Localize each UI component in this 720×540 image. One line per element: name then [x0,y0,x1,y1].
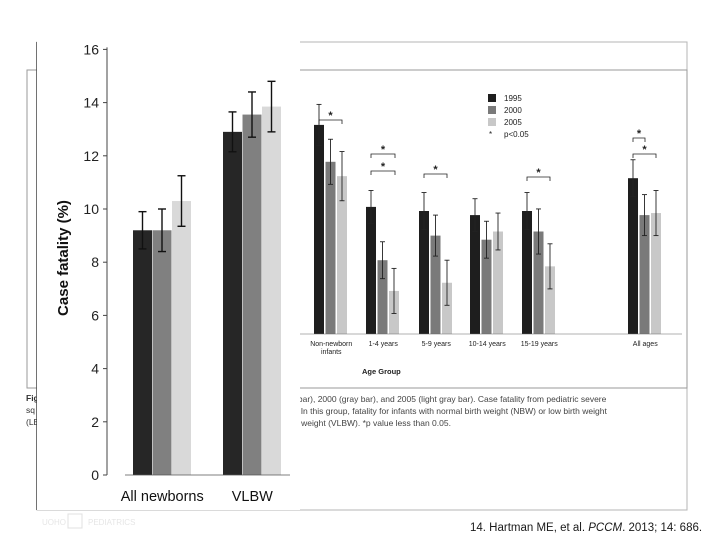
sig-bracket-all-ages-b [632,153,657,158]
y-tick-label-2: 2 [91,414,99,430]
bg-x-tick-label-5-9-years-0: 5-9 years [422,341,452,348]
y-tick-label-10: 10 [83,201,99,217]
sig-star-1-4-a: * [381,144,386,156]
bg-bar-10-14-years-2005 [493,231,503,334]
bg-bar-non-newborn-infants-1995 [314,124,324,335]
y-tick-label-0: 0 [91,467,99,483]
bar-vlbw-2005 [262,106,281,475]
background-legend: 1995 2000 2005 * p<0.05 [488,94,529,139]
caption-fragment-1: Fig [26,393,39,403]
bg-bar-1-4-years-1995 [366,206,376,334]
legend-swatch-1995 [488,94,496,102]
caption-line-2: ns. In this group, fatality for infants … [287,406,607,416]
citation: 14. Hartman ME, et al. PCCM. 2013; 14: 6… [470,522,702,534]
sig-bracket-1-4-a [370,153,396,158]
y-tick-label-4: 4 [91,361,99,377]
bg-bar-all-ages-1995 [628,178,638,334]
sig-star-15-19: * [536,167,541,179]
sig-star-5-9: * [433,164,438,176]
main-bar-chart: 0 2 4 6 8 10 12 14 16 Case fatality (%) All newbor… [55,41,290,505]
caption-line-3: irth weight (VLBW). *p value less than 0… [287,418,451,428]
bg-bar-non-newborn-infants-2005 [337,176,347,334]
bg-x-tick-label-1-4-years-0: 1-4 years [369,341,399,348]
y-tick-label-12: 12 [83,148,99,164]
sig-star-all-ages-b: * [642,144,647,156]
y-tick-label-8: 8 [91,254,99,270]
svg-text:UOHO: UOHO [42,518,66,527]
bg-bar-5-9-years-1995 [419,211,429,334]
x-tick-label-vlbw: VLBW [232,489,273,505]
legend-sig-symbol: * [489,130,492,139]
y-tick-label-14: 14 [83,95,99,111]
sig-star-all-ages-a: * [637,128,642,140]
bg-bar-15-19-years-2000 [533,231,544,334]
sig-bracket-all-ages-a [632,137,646,142]
bg-bar-all-ages-2000 [639,215,650,334]
bar-vlbw-2000 [242,114,262,475]
bg-bar-15-19-years-2005 [545,266,555,334]
caption-line-1: ck bar), 2000 (gray bar), and 2005 (ligh… [287,394,607,404]
sig-bracket-non-newborn [318,119,343,124]
bg-bar-non-newborn-infants-2000 [325,161,336,334]
caption-fragment-2: sq [26,405,35,415]
legend-swatch-2000 [488,106,496,114]
legend-label-2000: 2000 [504,106,522,115]
legend-swatch-2005 [488,118,496,126]
bg-x-tick-label-all-ages-0: All ages [633,341,658,348]
bg-x-tick-label-non-newborn-infants-0: Non-newborn [310,341,352,348]
sig-bracket-5-9 [423,173,448,178]
sig-bracket-1-4-b [370,170,396,175]
caption-fragment-3: (LE [26,417,40,427]
bar-all-newborns-1995 [133,230,152,475]
y-tick-label-6: 6 [91,307,99,323]
bg-bar-1-4-years-2000 [377,260,388,334]
svg-text:PEDIATRICS: PEDIATRICS [88,518,135,527]
citation-suffix: . 2013; 14: 686. [622,522,703,534]
citation-journal: PCCM [588,522,623,534]
bg-bar-all-ages-2005 [651,213,661,334]
bg-bar-10-14-years-2000 [481,239,492,334]
bg-bar-5-9-years-2000 [430,235,441,334]
inner-figure-frame [26,69,688,389]
bg-x-tick-label-non-newborn-infants-1: infants [321,349,342,356]
x-tick-label-all-newborns: All newborns [121,489,204,505]
sig-star-non-newborn: * [328,110,333,122]
bg-x-tick-label-15-19-years-0: 15-19 years [521,341,558,348]
citation-prefix: 14. Hartman ME, et al. [470,522,589,534]
legend-label-2005: 2005 [504,118,522,127]
watermark-logo: UOHO PEDIATRICS [42,513,135,529]
legend-label-1995: 1995 [504,94,522,103]
legend-sig-label: p<0.05 [504,130,529,139]
background-x-axis-label: Age Group [362,367,401,376]
y-tick-label-16: 16 [83,41,99,57]
sig-bracket-15-19 [526,176,551,181]
bg-bar-15-19-years-1995 [522,211,532,334]
bg-bar-10-14-years-1995 [470,215,480,334]
bar-all-newborns-2000 [152,230,172,475]
sig-star-1-4-b: * [381,161,386,173]
bar-all-newborns-2005 [172,201,191,475]
bg-x-tick-label-10-14-years-0: 10-14 years [469,341,506,348]
bar-vlbw-1995 [223,131,242,476]
bg-bar-5-9-years-2005 [442,282,452,334]
y-axis-title: Case fatality (%) [55,200,72,316]
